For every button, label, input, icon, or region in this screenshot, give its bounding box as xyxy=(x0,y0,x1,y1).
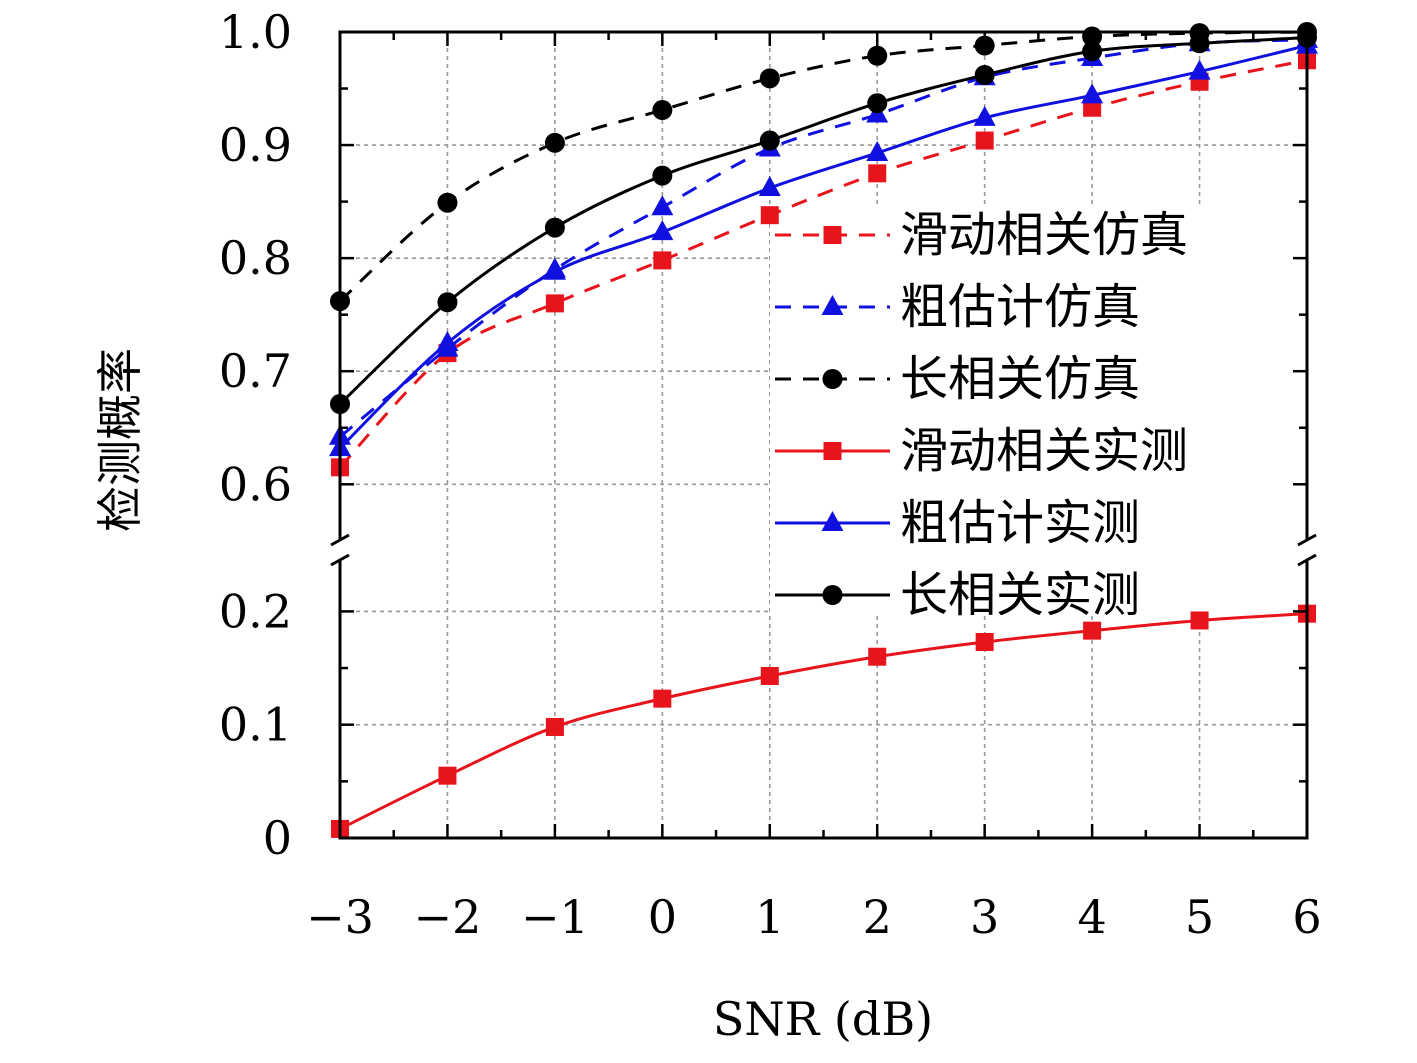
legend-marker xyxy=(823,226,842,244)
axis-break-mark xyxy=(1297,533,1317,547)
data-point xyxy=(760,206,779,225)
data-point xyxy=(544,132,565,153)
y-tick-label: 0.7 xyxy=(219,344,292,398)
legend-item: 粗估计仿真 xyxy=(775,279,1140,335)
x-tick-label: −3 xyxy=(306,890,374,944)
plot-series xyxy=(329,22,1318,838)
legend-marker xyxy=(821,295,844,315)
legend-item: 粗估计实测 xyxy=(775,495,1140,551)
y-tick-label: 0.8 xyxy=(219,231,292,285)
legend-item: 滑动相关仿真 xyxy=(775,207,1188,263)
data-point xyxy=(545,294,564,313)
data-point xyxy=(868,164,887,183)
data-point xyxy=(759,68,780,89)
data-point xyxy=(544,217,565,238)
data-point xyxy=(653,251,672,270)
legend-label: 长相关仿真 xyxy=(900,351,1140,407)
data-point xyxy=(651,220,674,241)
grid xyxy=(340,32,1310,838)
data-point xyxy=(1190,611,1209,630)
data-point xyxy=(868,647,887,666)
x-tick-label: 1 xyxy=(755,890,784,944)
y-tick-label: 0.2 xyxy=(219,584,292,638)
data-point xyxy=(973,105,996,126)
legend-marker xyxy=(821,511,844,531)
x-tick-label: 2 xyxy=(863,890,892,944)
legend-label: 长相关实测 xyxy=(900,567,1140,623)
series-line xyxy=(338,58,1308,469)
data-point xyxy=(1082,41,1103,62)
data-point xyxy=(651,195,674,216)
x-tick-label: 3 xyxy=(970,890,999,944)
data-point xyxy=(975,131,994,150)
data-point xyxy=(543,257,566,278)
data-point xyxy=(1081,83,1104,104)
x-tick-label: −1 xyxy=(521,890,589,944)
legend-label: 滑动相关仿真 xyxy=(900,207,1188,263)
series-line xyxy=(338,36,1308,406)
x-tick-label: 5 xyxy=(1185,890,1214,944)
data-point xyxy=(974,64,995,85)
series-line xyxy=(338,30,1308,303)
data-point xyxy=(867,45,888,66)
data-point xyxy=(437,192,458,213)
data-point xyxy=(867,93,888,114)
data-point xyxy=(652,165,673,186)
data-point xyxy=(438,766,457,785)
axis-break-mark xyxy=(1297,553,1317,567)
y-tick-label: 0.6 xyxy=(219,457,292,511)
data-point xyxy=(1083,621,1102,640)
axis-break-mark xyxy=(330,533,350,547)
data-point xyxy=(758,176,781,197)
legend-label: 粗估计实测 xyxy=(900,495,1140,551)
axis-break-mark xyxy=(330,553,350,567)
data-point xyxy=(653,689,672,708)
data-point xyxy=(652,100,673,121)
x-tick-label: 4 xyxy=(1077,890,1106,944)
data-point xyxy=(545,717,564,736)
data-point xyxy=(975,632,994,651)
legend-marker xyxy=(822,585,843,605)
series-line xyxy=(339,38,1308,438)
y-tick-label: 1.0 xyxy=(219,5,292,59)
series-line xyxy=(339,612,1308,831)
data-point xyxy=(437,292,458,313)
x-tick-label: 0 xyxy=(648,890,677,944)
data-point xyxy=(760,666,779,685)
y-tick-label: 0.9 xyxy=(219,118,292,172)
legend-background xyxy=(770,206,1310,616)
data-point xyxy=(866,140,889,161)
x-tick-label: 6 xyxy=(1292,890,1321,944)
y-tick-label: 0 xyxy=(263,811,292,865)
legend-label: 滑动相关实测 xyxy=(900,423,1188,479)
data-point xyxy=(1188,59,1211,80)
x-axis-title: SNR (dB) xyxy=(713,992,933,1046)
series-line xyxy=(338,44,1308,450)
legend-label: 粗估计仿真 xyxy=(900,279,1140,335)
y-axis-title: 检测概率 xyxy=(93,348,147,532)
data-point xyxy=(436,336,459,357)
x-tick-label: −2 xyxy=(414,890,482,944)
y-tick-label: 0.1 xyxy=(219,698,292,752)
legend-item: 长相关仿真 xyxy=(775,351,1140,407)
legend-marker xyxy=(822,369,843,389)
data-point xyxy=(759,130,780,151)
legend-marker xyxy=(823,442,842,460)
legend-item: 长相关实测 xyxy=(775,567,1140,623)
legend-item: 滑动相关实测 xyxy=(775,423,1188,479)
axis-ticks: −3 −2 −1 0 1 2 3 4 5 6 0.6 0.7 0.8 0.9 1.0 0 0.1 0.2 xyxy=(219,5,1322,944)
